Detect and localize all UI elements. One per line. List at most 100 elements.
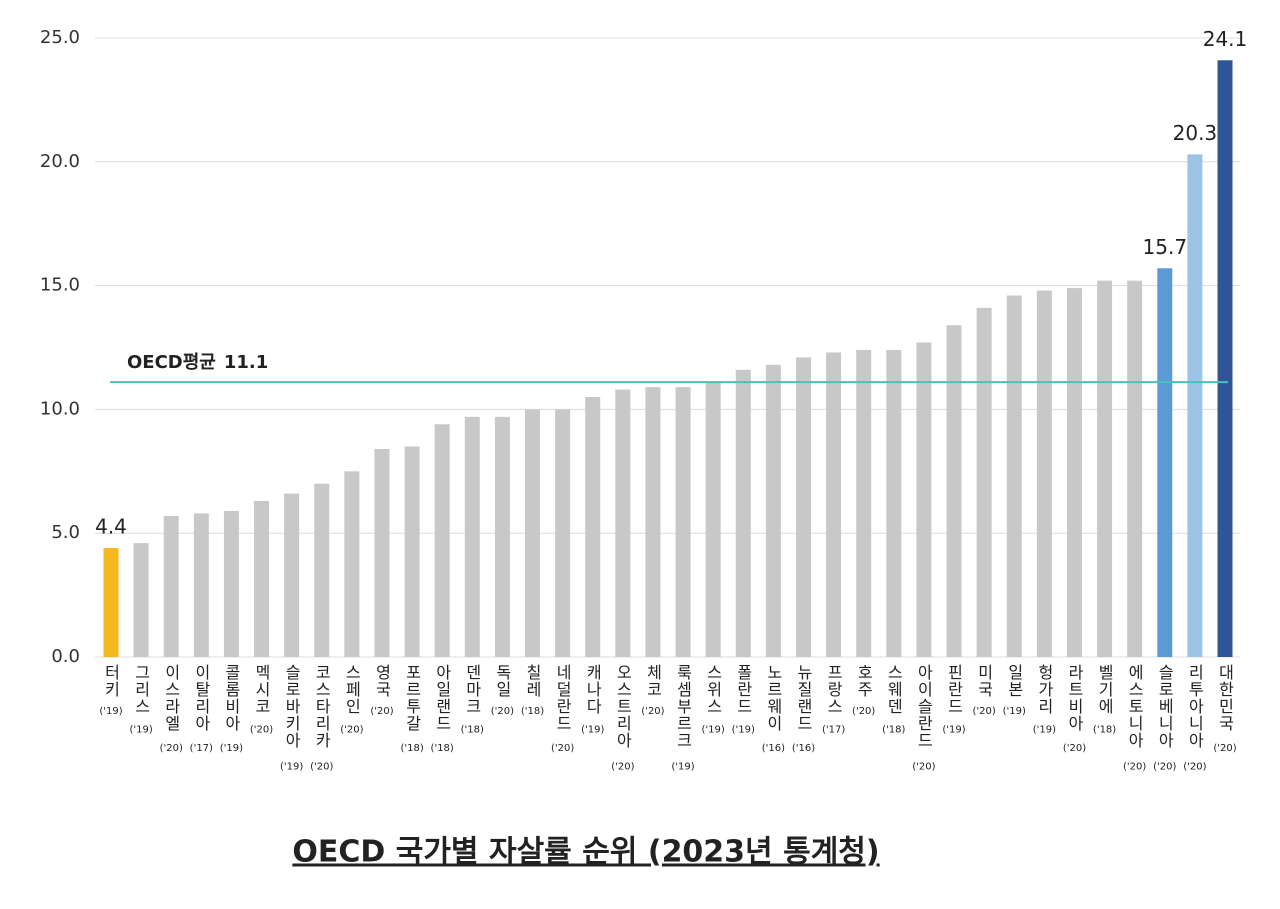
bar bbox=[1187, 154, 1203, 657]
x-tick-year: ('20) bbox=[611, 762, 634, 773]
x-tick-label: 헝가리 bbox=[1035, 664, 1054, 715]
x-tick-year: ('20) bbox=[1063, 743, 1086, 754]
bar bbox=[284, 493, 300, 657]
x-tick-year: ('19) bbox=[1033, 725, 1056, 736]
value-label: 15.7 bbox=[1143, 235, 1188, 259]
x-tick-label: 호주 bbox=[854, 664, 873, 698]
bar bbox=[946, 325, 962, 657]
x-tick-year: ('19) bbox=[99, 706, 122, 717]
x-tick-label: 스웨덴 bbox=[884, 664, 903, 715]
x-tick-year: ('19) bbox=[220, 743, 243, 754]
bar bbox=[254, 501, 270, 657]
bar bbox=[163, 515, 179, 657]
x-tick-label: 오스트리아 bbox=[613, 664, 632, 749]
x-tick-label: 체코 bbox=[643, 664, 662, 698]
x-tick-year: ('18) bbox=[431, 743, 454, 754]
x-tick-year: ('19) bbox=[1003, 706, 1026, 717]
x-tick-year: ('20) bbox=[160, 743, 183, 754]
x-tick-year: ('17) bbox=[190, 743, 213, 754]
x-tick-label: 라트비아 bbox=[1065, 664, 1084, 732]
x-tick-label: 영국 bbox=[372, 664, 391, 698]
bar bbox=[374, 449, 390, 657]
value-label: 4.4 bbox=[95, 515, 127, 539]
x-tick-year: ('19) bbox=[702, 725, 725, 736]
x-tick-year: ('20) bbox=[1213, 743, 1236, 754]
bar bbox=[856, 349, 872, 657]
x-tick-label: 아이슬란드 bbox=[914, 664, 933, 749]
x-tick-year: ('20) bbox=[852, 706, 875, 717]
x-tick-year: ('19) bbox=[280, 762, 303, 773]
bar bbox=[916, 342, 932, 657]
bar bbox=[555, 409, 571, 657]
x-tick-label: 노르웨이 bbox=[764, 664, 783, 732]
x-tick-year: ('18) bbox=[521, 706, 544, 717]
x-tick-year: ('20) bbox=[491, 706, 514, 717]
bar bbox=[1036, 290, 1052, 657]
x-tick-label: 슬로베니아 bbox=[1155, 664, 1174, 749]
x-tick-label: 일본 bbox=[1005, 664, 1024, 698]
x-tick-label: 터키 bbox=[102, 664, 121, 698]
bar bbox=[223, 510, 239, 657]
x-tick-year: ('16) bbox=[762, 743, 785, 754]
x-tick-label: 스위스 bbox=[704, 664, 723, 715]
bar bbox=[645, 387, 661, 657]
x-tick-label: 에스토니아 bbox=[1125, 664, 1144, 749]
x-tick-year: ('18) bbox=[882, 725, 905, 736]
x-tick-year: ('16) bbox=[792, 743, 815, 754]
x-tick-year: ('20) bbox=[250, 725, 273, 736]
reference-name: OECD평균 bbox=[127, 352, 216, 373]
bar bbox=[314, 483, 330, 657]
x-tick-label: 스페인 bbox=[342, 664, 361, 715]
x-tick-label: 폴란드 bbox=[734, 664, 753, 715]
x-tick-label: 대한민국 bbox=[1216, 664, 1235, 732]
bar bbox=[795, 357, 811, 657]
x-tick-year: ('18) bbox=[400, 743, 423, 754]
value-label: 20.3 bbox=[1173, 121, 1218, 145]
x-tick-year: ('19) bbox=[671, 762, 694, 773]
bar bbox=[1097, 280, 1113, 657]
bar bbox=[1157, 268, 1173, 657]
y-tick-label: 10.0 bbox=[40, 398, 80, 419]
bar bbox=[976, 307, 992, 657]
x-tick-label: 네덜란드 bbox=[553, 664, 572, 732]
bar bbox=[464, 416, 480, 657]
x-tick-year: ('18) bbox=[1093, 725, 1116, 736]
y-tick-label: 20.0 bbox=[40, 151, 80, 172]
bar bbox=[494, 416, 510, 657]
y-tick-label: 0.0 bbox=[51, 646, 80, 667]
x-tick-label: 리투아니아 bbox=[1185, 664, 1204, 749]
bar bbox=[765, 364, 781, 657]
y-tick-label: 5.0 bbox=[51, 522, 80, 543]
bar bbox=[344, 471, 360, 657]
bar bbox=[1006, 295, 1022, 657]
x-tick-label: 뉴질랜드 bbox=[794, 664, 813, 732]
bar bbox=[705, 382, 721, 657]
x-tick-label: 룩셈부르크 bbox=[674, 664, 693, 749]
bar bbox=[404, 446, 420, 657]
x-tick-label: 멕시코 bbox=[252, 664, 271, 715]
bar bbox=[1127, 280, 1143, 657]
x-tick-label: 벨기에 bbox=[1095, 664, 1114, 715]
bar bbox=[434, 424, 450, 657]
x-tick-label: 핀란드 bbox=[945, 664, 964, 715]
bar bbox=[615, 389, 631, 657]
bar bbox=[1066, 288, 1082, 657]
x-tick-year: ('20) bbox=[641, 706, 664, 717]
reference-label: OECD평균 11.1 bbox=[127, 352, 268, 373]
x-tick-year: ('19) bbox=[732, 725, 755, 736]
x-tick-label: 칠레 bbox=[523, 664, 542, 698]
x-tick-label: 프랑스 bbox=[824, 664, 843, 715]
x-tick-year: ('19) bbox=[942, 725, 965, 736]
chart-title: OECD 국가별 자살률 순위 (2023년 통계청) bbox=[292, 835, 879, 870]
x-tick-label: 덴마크 bbox=[463, 664, 482, 715]
x-tick-label: 그리스 bbox=[132, 664, 151, 715]
x-tick-year: ('20) bbox=[1183, 762, 1206, 773]
bar bbox=[133, 543, 149, 657]
bar bbox=[1217, 60, 1233, 658]
x-tick-label: 미국 bbox=[975, 664, 994, 698]
x-tick-year: ('20) bbox=[310, 762, 333, 773]
x-tick-year: ('19) bbox=[581, 725, 604, 736]
x-tick-label: 코스타리카 bbox=[312, 664, 331, 749]
x-tick-label: 아일랜드 bbox=[433, 664, 452, 732]
x-tick-label: 슬로바키아 bbox=[282, 664, 301, 749]
